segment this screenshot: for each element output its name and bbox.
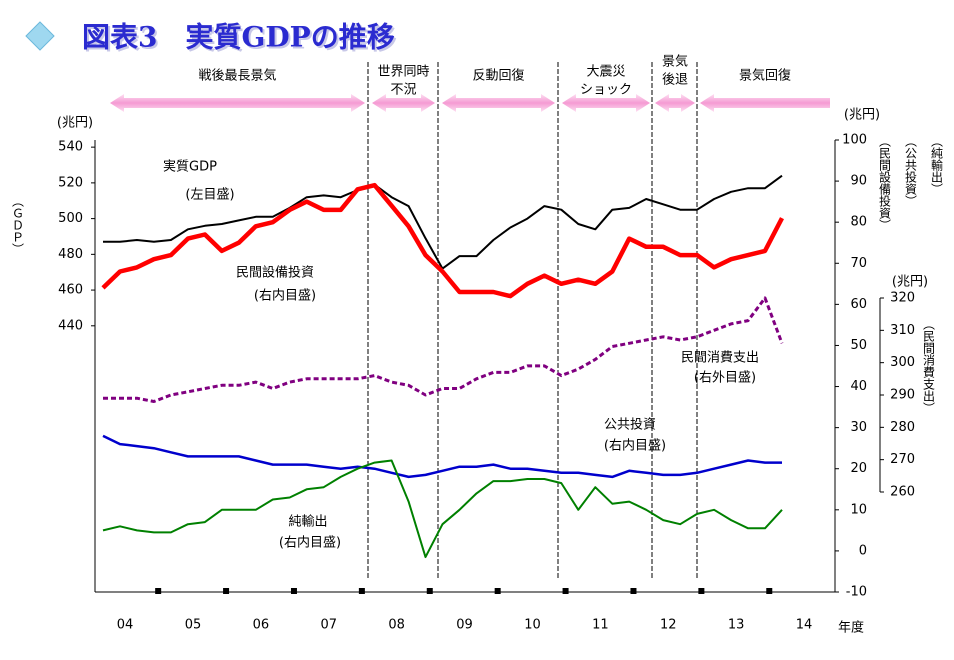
x-tick-label: 14 [796, 618, 813, 633]
x-tick-label: 07 [320, 618, 337, 633]
x-tick [290, 588, 297, 594]
x-label: 年度 [838, 620, 864, 636]
y-tick-label: 540 [58, 140, 83, 155]
y2-label: （民間設備投資） [878, 135, 892, 231]
y2-tick-label: 60 [850, 297, 867, 312]
series-note: (右内目盛) [254, 288, 316, 304]
y2-label: （純輸出） [930, 135, 944, 195]
x-tick-label: 13 [728, 618, 745, 633]
x-tick-label: 10 [524, 618, 541, 633]
x-tick [630, 588, 637, 594]
y3-tick-label: 270 [890, 452, 915, 467]
y3-tick-label: 290 [890, 388, 915, 403]
y2-tick-label: 10 [850, 502, 867, 517]
x-tick-label: 09 [456, 618, 473, 633]
y3-tick-label: 300 [890, 355, 915, 370]
phase-arrow [562, 94, 650, 112]
series-label: 民間消費支出 [681, 351, 759, 366]
phase-label: 反動回復 [472, 68, 524, 84]
x-tick-label: 08 [388, 618, 405, 633]
x-tick [562, 588, 569, 594]
series-note: (右外目盛) [694, 371, 756, 386]
x-tick [698, 588, 705, 594]
x-tick [766, 588, 773, 594]
y3-tick-label: 280 [890, 420, 915, 435]
phase-label: 世界同時 [377, 65, 429, 80]
y2-tick-label: 80 [850, 215, 867, 230]
series-label: 公共投資 [604, 417, 656, 433]
y3-tick-label: 310 [890, 323, 915, 338]
title-shadow: 図表3 実質GDPの推移 [84, 23, 397, 56]
title-icon [25, 21, 55, 51]
y2-tick-label: 100 [842, 133, 867, 148]
y3-tick-label: 260 [890, 485, 915, 500]
x-tick [494, 588, 501, 594]
y2-unit: (兆円) [844, 108, 880, 123]
series-line [103, 296, 784, 403]
y-label: （ＧＤＰ） [11, 195, 25, 255]
x-tick-label: 11 [592, 618, 609, 633]
x-tick [155, 588, 162, 594]
y2-tick-label: 40 [850, 379, 867, 394]
phase-label: 景気回復 [739, 68, 791, 84]
x-tick-label: 04 [117, 618, 134, 633]
phase-label: 不況 [390, 83, 416, 98]
y-tick-label: 440 [58, 318, 83, 333]
phase-arrow [655, 94, 695, 112]
y3-label: （民間消費支出） [922, 318, 936, 414]
series-note: (右内目盛) [279, 535, 341, 551]
series-label: 民間設備投資 [236, 265, 314, 281]
y3-unit: (兆円) [892, 275, 928, 290]
y-tick-label: 460 [58, 283, 83, 298]
phase-label: 景気 [662, 54, 688, 70]
y-tick-label: 500 [58, 211, 83, 226]
y2-tick-label: 50 [850, 338, 867, 353]
phase-arrow [442, 94, 555, 112]
series-label: 純輸出 [288, 515, 327, 530]
y2-tick-label: -10 [846, 585, 867, 600]
phase-arrow [700, 94, 830, 112]
series-line [102, 434, 782, 479]
x-tick [223, 588, 230, 594]
series-line [102, 459, 783, 559]
y2-label: （公共投資） [904, 135, 918, 207]
y3-tick-label: 320 [890, 291, 915, 306]
phase-label: 大震災 [586, 65, 625, 80]
phase-label: 戦後最長景気 [198, 68, 276, 84]
x-tick-label: 05 [185, 618, 202, 633]
phase-arrow [372, 94, 435, 112]
phase-arrow [110, 94, 365, 112]
y2-tick-label: 0 [859, 543, 867, 558]
x-tick [426, 588, 433, 594]
x-tick-label: 06 [253, 618, 270, 633]
y2-tick-label: 30 [850, 420, 867, 435]
x-tick-label: 12 [660, 618, 677, 633]
phase-label: 後退 [662, 73, 688, 88]
y2-tick-label: 90 [850, 174, 867, 189]
y-tick-label: 520 [58, 175, 83, 190]
series-note: (左目盛) [185, 188, 234, 203]
phase-label: ショック [580, 83, 632, 98]
y-unit: (兆円) [57, 116, 93, 131]
y2-tick-label: 20 [850, 461, 867, 476]
series-label: 実質GDP [163, 159, 217, 175]
y-tick-label: 480 [58, 247, 83, 262]
series-note: (右内目盛) [604, 438, 666, 454]
y2-tick-label: 70 [850, 256, 867, 271]
x-tick [358, 588, 365, 594]
chart-title: 図表3 実質GDPの推移 [82, 21, 395, 54]
series-line [101, 182, 784, 299]
